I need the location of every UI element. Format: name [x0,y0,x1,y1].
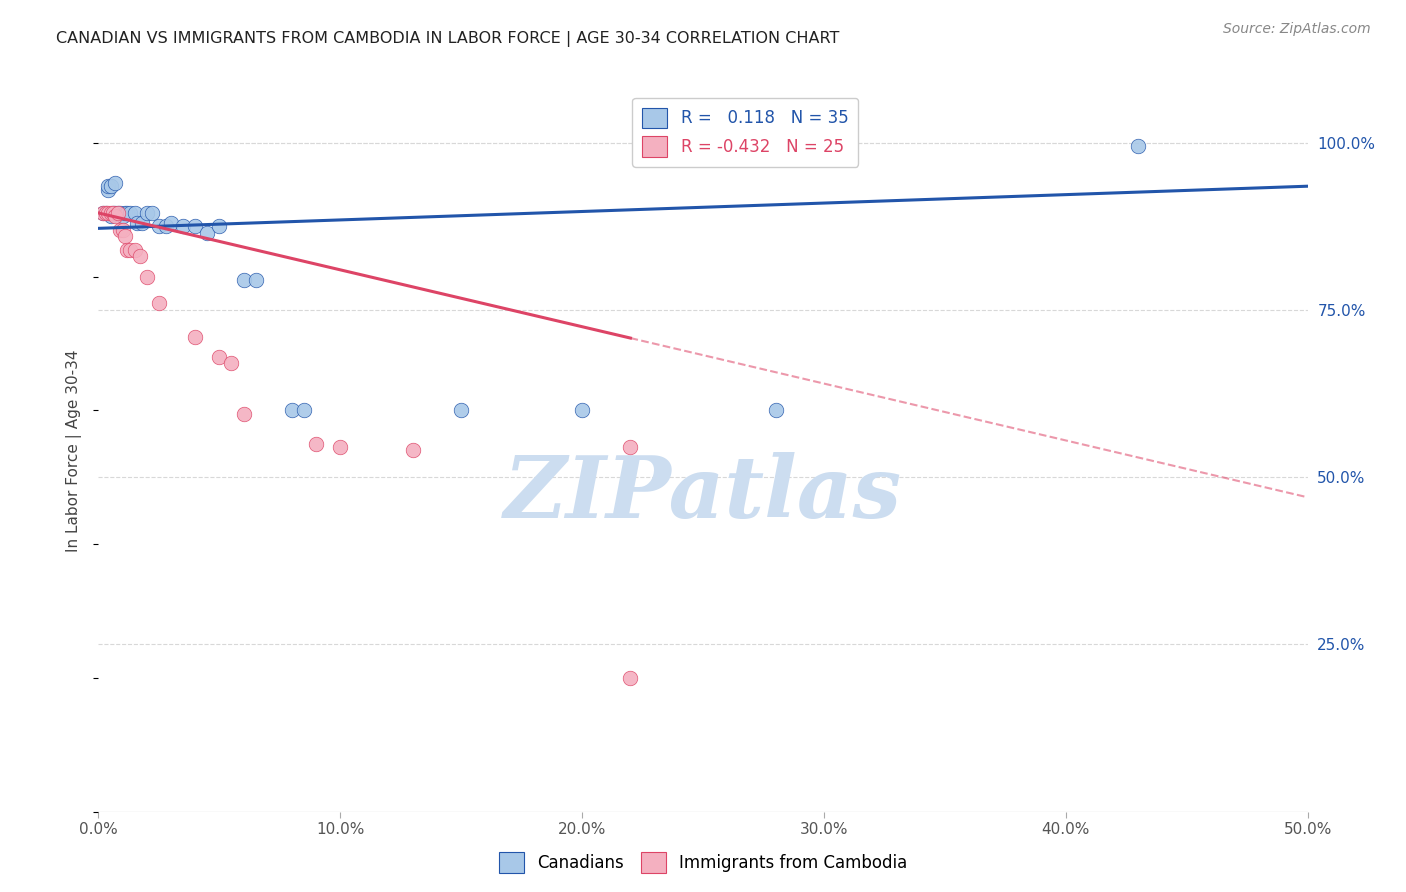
Point [94,206,117,220]
Point [1128,139,1150,153]
Point [281,403,304,417]
Point [135,206,157,220]
Text: Source: ZipAtlas.com: Source: ZipAtlas.com [1223,22,1371,37]
Point [118,243,141,257]
Point [117,206,139,220]
Point [124,206,146,220]
Point [114,206,136,220]
Point [100,206,122,220]
Point [208,350,231,364]
Point [131,216,153,230]
Point [141,206,163,220]
Point [101,206,124,220]
Point [402,443,425,458]
Point [108,206,131,220]
Point [100,179,122,194]
Point [107,206,129,220]
Point [107,206,129,220]
Point [97,182,120,196]
Legend: Canadians, Immigrants from Cambodia: Canadians, Immigrants from Cambodia [492,846,914,880]
Point [148,296,170,310]
Point [571,403,593,417]
Point [245,273,267,287]
Point [124,243,146,257]
Point [148,219,170,234]
Point [329,440,352,454]
Point [104,210,127,224]
Point [619,440,641,454]
Point [305,436,328,450]
Point [195,226,218,240]
Point [292,403,315,417]
Point [232,407,254,421]
Text: CANADIAN VS IMMIGRANTS FROM CAMBODIA IN LABOR FORCE | AGE 30-34 CORRELATION CHAR: CANADIAN VS IMMIGRANTS FROM CAMBODIA IN … [56,31,839,47]
Legend: R =   0.118   N = 35, R = -0.432   N = 25: R = 0.118 N = 35, R = -0.432 N = 25 [633,97,858,167]
Point [232,273,254,287]
Point [91,206,114,220]
Point [91,206,114,220]
Text: ZIPatlas: ZIPatlas [503,452,903,535]
Point [184,219,207,234]
Point [450,403,472,417]
Point [104,206,127,220]
Point [104,176,127,190]
Point [128,250,150,264]
Point [221,356,243,371]
Point [94,206,117,220]
Point [117,243,139,257]
Point [184,330,207,344]
Point [114,229,136,244]
Point [765,403,787,417]
Point [619,671,641,685]
Point [155,219,177,234]
Point [160,216,183,230]
Point [118,206,141,220]
Point [135,269,157,284]
Point [111,223,134,237]
Point [97,206,120,220]
Point [111,210,134,224]
Point [127,216,149,230]
Point [100,210,122,224]
Point [208,219,231,234]
Point [97,179,120,194]
Point [101,206,124,220]
Y-axis label: In Labor Force | Age 30-34: In Labor Force | Age 30-34 [66,349,83,552]
Point [108,223,131,237]
Point [172,219,194,234]
